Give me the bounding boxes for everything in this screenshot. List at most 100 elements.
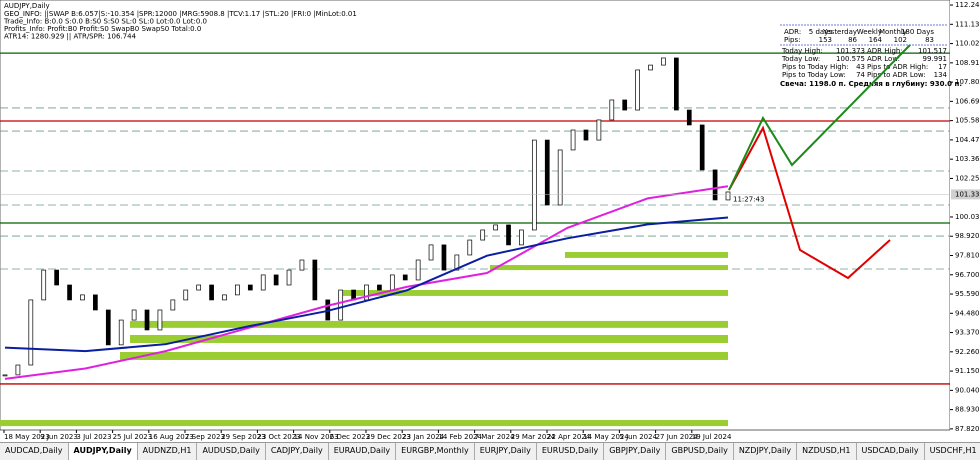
chart-tab[interactable]: AUDUSD,Daily (197, 443, 266, 460)
candle (635, 69, 640, 111)
info-line: Profits_Info: Profit:B0 Profit:S0 SwapB0… (4, 25, 201, 33)
chart-tab[interactable]: AUDJPY,Daily (68, 443, 138, 460)
candle (428, 244, 434, 261)
stats-cell: Pips to Today High: (782, 63, 849, 71)
date-label: 23 Oct 2023 (257, 433, 300, 441)
candle (28, 299, 34, 366)
candle (41, 269, 47, 301)
candle (544, 139, 550, 206)
chart-tab[interactable]: EURAUD,Daily (329, 443, 397, 460)
candle (183, 289, 189, 301)
candle (493, 224, 498, 231)
forecast-green (728, 44, 911, 191)
price-label: 112.240 (955, 1, 980, 9)
price-label: 107.800 (955, 78, 980, 86)
support-zone (340, 290, 728, 296)
price-label: 88.930 (955, 406, 980, 414)
date-label: 3 Jul 2023 (76, 433, 111, 441)
candle (674, 57, 679, 111)
date-label: 7 Sep 2023 (185, 433, 225, 441)
stats-cell: 74 (856, 71, 865, 79)
stats-pips: 164 (869, 36, 883, 44)
date-label: 23 Jan 2024 (402, 433, 445, 441)
price-label: 108.910 (955, 59, 980, 67)
info-line: GEO_INFO: ||SWAP B:6.057|S:-10.354 |SPR:… (4, 10, 357, 18)
stats-pips: 153 (819, 36, 832, 44)
candle (531, 139, 537, 231)
chart: 112.240 111.130 110.020 108.910 107.800 106.6… (0, 0, 980, 442)
price-label: 93.370 (955, 329, 980, 337)
chart-tab[interactable]: EURUSD,Daily (537, 443, 605, 460)
chart-tab[interactable]: USDCHF,H1 (925, 443, 980, 460)
stats-header: Monthly (879, 28, 907, 36)
candle (170, 299, 176, 311)
chart-tab[interactable]: EURJPY,Daily (475, 443, 537, 460)
chart-tab[interactable]: GBPUSD,Daily (666, 443, 734, 460)
chart-tab[interactable]: EURGBP,Monthly (396, 443, 475, 460)
chart-tab[interactable]: AUDCAD,Daily (0, 443, 69, 460)
candle (105, 309, 111, 346)
candle (415, 259, 421, 281)
stats-pips: 102 (894, 36, 907, 44)
date-label: 22 Apr 2024 (547, 433, 591, 441)
support-zone (130, 320, 728, 328)
forecast-red (728, 125, 891, 280)
stats-pips: 83 (925, 36, 934, 44)
candle (2, 374, 8, 377)
candle (506, 224, 511, 246)
date-label: 29 Mar 2024 (511, 433, 556, 441)
date-label: 14 Feb 2024 (438, 433, 482, 441)
price-label: 106.690 (955, 97, 980, 105)
stats-cell: 101.373 (836, 47, 865, 55)
date-label: 25 Jul 2023 (113, 433, 153, 441)
stats-cell: 134 (934, 71, 948, 79)
date-label: 14 May 2024 (583, 433, 629, 441)
stats-header: 5 days (809, 28, 833, 36)
candle (222, 294, 227, 301)
price-label: 98.920 (955, 232, 980, 240)
date-label: 29 Sep 2023 (221, 433, 265, 441)
chart-tab[interactable]: GBPJPY,Daily (604, 443, 667, 460)
stats-cell: 101.517 (918, 47, 947, 55)
price-label: 96.700 (955, 271, 980, 279)
support-zone (120, 351, 728, 360)
price-label: 92.260 (955, 348, 980, 356)
current-price: 101.331 (955, 190, 980, 198)
chart-tab[interactable]: AUDNZD,H1 (138, 443, 198, 460)
info-line: ATR14: 1280.929 || ATR/SPR: 106.744 (4, 33, 137, 41)
candle (712, 169, 718, 201)
chart-tab[interactable]: NZDUSD,H1 (797, 443, 857, 460)
chart-tab[interactable]: NZDJPY,Daily (734, 443, 798, 460)
candle (299, 259, 305, 271)
candle (377, 284, 382, 291)
stats-header: Weekly (857, 28, 882, 36)
chart-tab[interactable]: CADJPY,Daily (266, 443, 329, 460)
candle (80, 294, 85, 301)
candle (596, 119, 602, 141)
date-label: 16 Aug 2023 (149, 433, 194, 441)
price-label: 102.250 (955, 174, 980, 182)
date-label: 5 Jun 2024 (619, 433, 657, 441)
candle (273, 274, 279, 286)
stats-cell: Pips to Today Low: (782, 71, 846, 79)
stats-cell: 43 (856, 63, 865, 71)
candle (467, 239, 473, 256)
candle (312, 259, 318, 301)
price-axis (950, 0, 980, 442)
candle (725, 191, 731, 201)
candle (15, 364, 21, 376)
bar-timer: 11:27:43 (733, 195, 764, 203)
price-label: 104.470 (955, 136, 980, 144)
date-label: 27 Jun 2024 (656, 433, 699, 441)
stats-cell: 100.575 (836, 55, 865, 63)
candle (557, 149, 563, 206)
candle (196, 284, 202, 291)
candle (622, 99, 628, 111)
info-line: Trade_Info: B:0.0 S:0.0 B:S0 S:S0 SL:0 S… (3, 18, 207, 26)
stats-cell: ADR High: (867, 47, 903, 55)
chart-tab[interactable]: USDCAD,Daily (857, 443, 925, 460)
candle (661, 57, 666, 66)
date-label: 6 Dec 2023 (330, 433, 370, 441)
tab-bar: AUDCAD,Daily AUDJPY,Daily AUDNZD,H1 AUDUSD,… (0, 442, 980, 460)
